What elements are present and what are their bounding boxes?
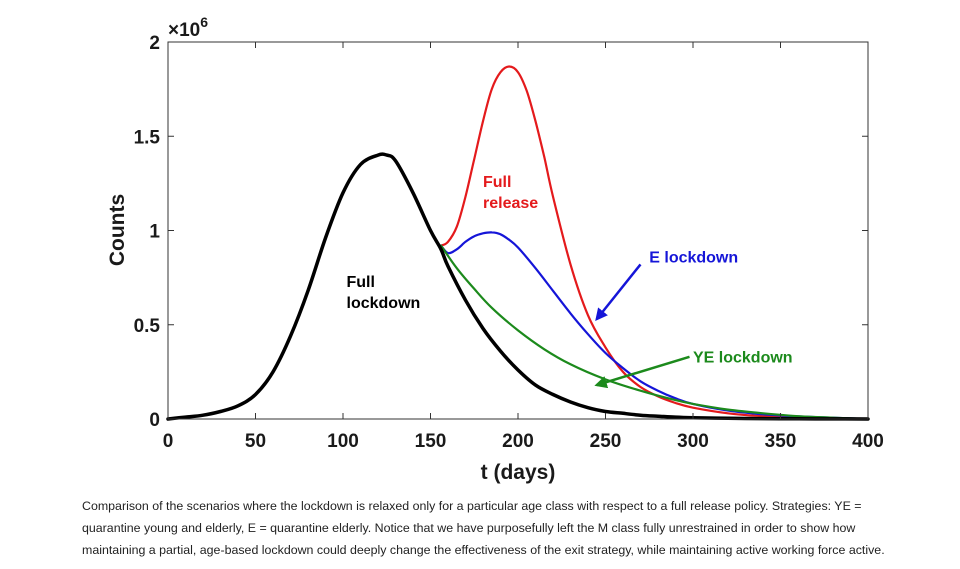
annotation-full-lockdown-label-line: lockdown (347, 295, 421, 312)
annotation-full-release-label-line: Full (483, 174, 511, 191)
x-tick-label: 150 (415, 431, 447, 452)
x-tick-label: 250 (590, 431, 622, 452)
series-line-ye-lockdown (439, 244, 870, 421)
x-axis-label: t (days) (481, 461, 556, 484)
line-chart: 0 50 100 150 200 250 300 350 400 0 0.5 1 1.5 2 Full lo… (106, 14, 884, 484)
annotation-full-lockdown-label: Full lockdown (347, 274, 421, 312)
annotation-layer: Full lockdown Full release E lockdown YE lock… (347, 174, 793, 389)
annotation-full-release-label: Full release (483, 174, 538, 212)
annotation-e-lockdown-arrow (595, 263, 642, 322)
series-layer (166, 65, 870, 421)
x-tick-label: 300 (677, 431, 709, 452)
figure-caption: Comparison of the scenarios where the lo… (82, 499, 885, 557)
x-tick-label: 100 (327, 431, 359, 452)
annotation-full-release-label-line: release (483, 195, 538, 212)
annotation-e-lockdown-label: E lockdown (649, 250, 738, 267)
annotation-ye-lockdown-arrow (594, 355, 690, 389)
x-tick-label: 400 (852, 431, 884, 452)
y-tick-label: 0.5 (134, 316, 161, 337)
x-tick-label: 200 (502, 431, 534, 452)
series-line-full-lockdown (166, 152, 870, 421)
y-tick-label: 1 (149, 222, 160, 243)
y-multiplier-label: ×106 (168, 14, 208, 41)
y-axis-label: Counts (106, 194, 129, 266)
y-tick-label: 1.5 (134, 127, 161, 148)
y-multiplier-base: ×10 (168, 20, 200, 41)
y-tick-label: 2 (149, 33, 160, 54)
x-tick-label: 350 (765, 431, 797, 452)
series-line-full-release (439, 65, 870, 421)
x-tick-label: 0 (163, 431, 174, 452)
y-tick-label: 0 (149, 410, 160, 431)
y-multiplier-exponent: 6 (200, 14, 208, 30)
annotation-ye-lockdown-label-line: YE lockdown (693, 349, 793, 366)
tick-layer: 0 50 100 150 200 250 300 350 400 0 0.5 1 1.5 2 (134, 33, 884, 452)
x-tick-label: 50 (245, 431, 266, 452)
annotation-ye-lockdown-label: YE lockdown (693, 349, 793, 366)
annotation-e-lockdown-label-line: E lockdown (649, 250, 738, 267)
annotation-full-lockdown-label-line: Full (347, 274, 375, 291)
